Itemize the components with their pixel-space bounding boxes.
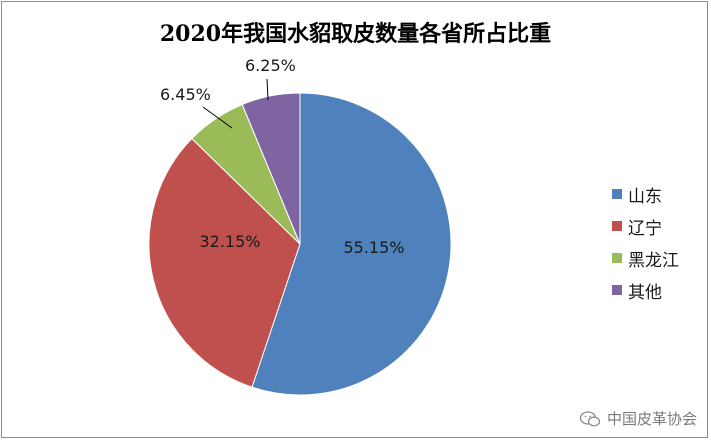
legend-label: 其他 <box>628 282 662 303</box>
chart-title: 2020年我国水貂取皮数量各省所占比重 <box>159 21 552 47</box>
pie-slice-other <box>241 92 301 245</box>
legend-swatch <box>612 221 622 231</box>
pie-slice-shandong <box>251 92 452 396</box>
legend-label: 山东 <box>628 186 662 207</box>
wechat-icon <box>579 410 601 426</box>
leader-line-heilongjiang <box>202 106 233 129</box>
leader-line-other <box>266 78 269 101</box>
legend-label: 黑龙江 <box>628 250 679 271</box>
legend-item-liaoning: 辽宁 <box>612 210 702 242</box>
legend-item-other: 其他 <box>612 274 702 306</box>
data-label-other: 6.25% <box>245 56 296 75</box>
chart-legend: 山东 辽宁 黑龙江 其他 <box>612 178 702 306</box>
legend-label: 辽宁 <box>628 218 662 239</box>
legend-swatch <box>612 253 622 263</box>
watermark-text: 中国皮革协会 <box>606 410 697 428</box>
watermark: 中国皮革协会 <box>579 408 697 429</box>
legend-swatch <box>612 189 622 199</box>
legend-item-shandong: 山东 <box>612 178 702 210</box>
data-label-liaoning: 32.15% <box>199 232 260 251</box>
data-label-shandong: 55.15% <box>343 238 404 257</box>
data-label-heilongjiang: 6.45% <box>160 85 211 104</box>
legend-swatch <box>612 285 622 295</box>
pie-slice-liaoning <box>148 137 301 388</box>
legend-item-heilongjiang: 黑龙江 <box>612 242 702 274</box>
